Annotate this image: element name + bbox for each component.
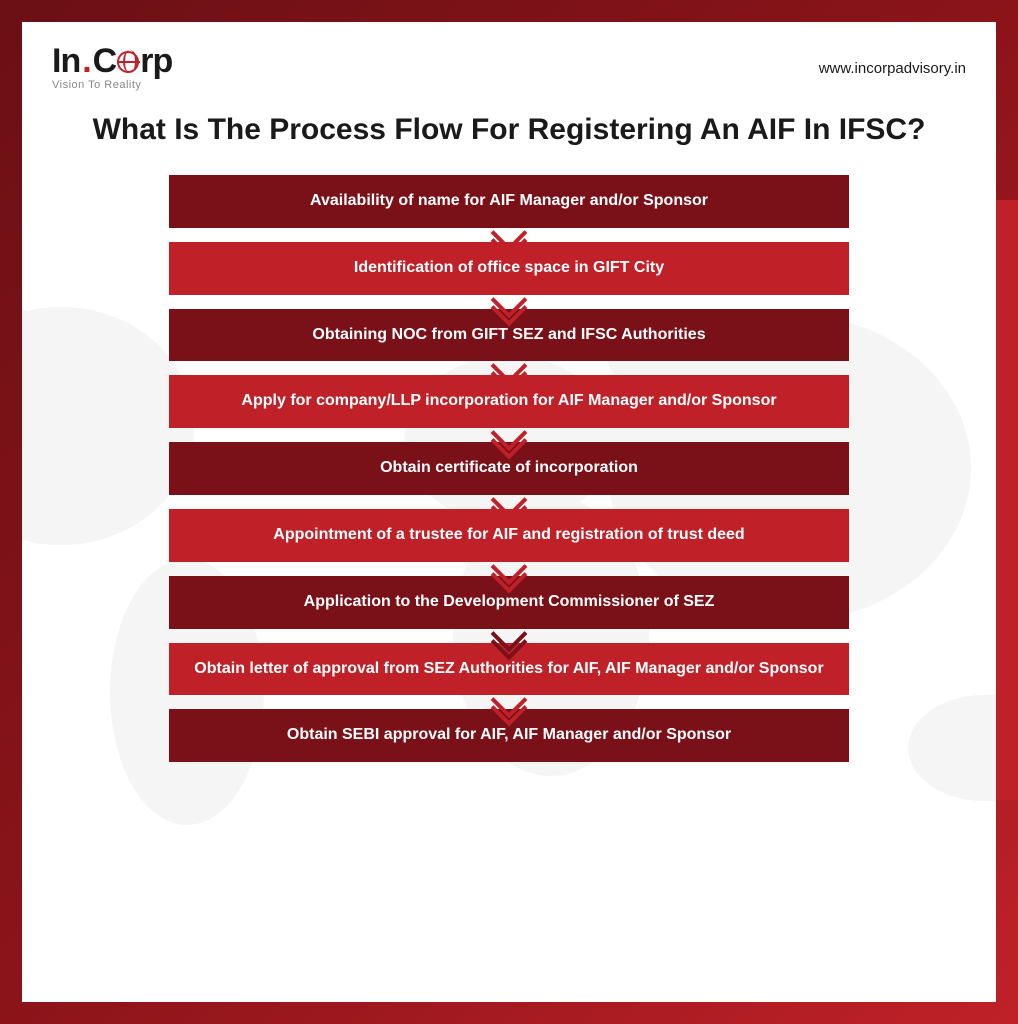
- globe-icon: [117, 51, 139, 73]
- process-flow: Availability of name for AIF Manager and…: [52, 175, 966, 762]
- logo-text-part1: In: [52, 42, 80, 81]
- website-url: www.incorpadvisory.in: [819, 60, 966, 77]
- logo-text-part3: rp: [140, 42, 172, 81]
- logo-dot-icon: .: [82, 42, 90, 81]
- logo: In.Crp Vision To Reality: [52, 42, 172, 91]
- logo-main: In.Crp: [52, 42, 172, 81]
- page-title: What Is The Process Flow For Registering…: [52, 113, 966, 147]
- logo-text-part2: C: [93, 42, 117, 81]
- outer-frame: In.Crp Vision To Reality www.incorpadvis…: [0, 0, 1018, 1024]
- logo-tagline: Vision To Reality: [52, 79, 172, 91]
- header-row: In.Crp Vision To Reality www.incorpadvis…: [52, 42, 966, 91]
- infographic-card: In.Crp Vision To Reality www.incorpadvis…: [22, 22, 996, 1002]
